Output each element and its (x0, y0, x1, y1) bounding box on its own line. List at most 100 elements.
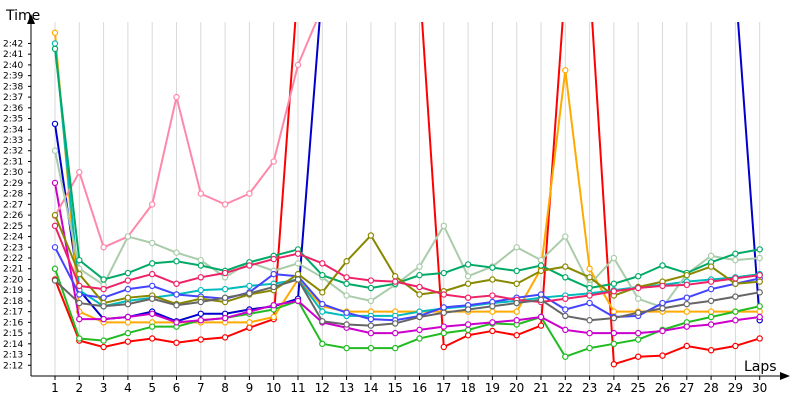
series-11-point-30 (756, 271, 763, 279)
series-3-point-18 (464, 326, 472, 334)
series-12-point-6 (173, 302, 180, 309)
series-12-point-24 (610, 314, 618, 322)
y-tick-label-14: 2:26 (3, 211, 23, 221)
series-10-point-2 (76, 270, 83, 278)
series-5 (51, 179, 763, 337)
series-11-point-16 (416, 283, 423, 291)
x-tick-label-2: 2 (75, 381, 83, 395)
series-10-point-1 (51, 211, 59, 219)
y-tick-label-2: 2:14 (3, 340, 23, 350)
series-12-point-1 (51, 277, 59, 284)
y-tick-label-22: 2:34 (3, 125, 23, 135)
series-0-point-24 (610, 361, 618, 368)
series-6-point-7 (197, 190, 204, 197)
series-10-point-18 (464, 280, 472, 287)
series-12-point-23 (586, 317, 593, 324)
series-5-point-26 (659, 327, 666, 335)
series-5-point-19 (489, 319, 496, 326)
series-11-point-10 (270, 255, 277, 263)
series-5-line-0 (54, 182, 760, 335)
x-tick-label-15: 15 (388, 381, 403, 395)
series-3-point-30 (756, 303, 763, 310)
series-12-point-4 (124, 300, 132, 308)
series-7-point-7 (197, 256, 204, 264)
series-7-point-22 (562, 233, 569, 240)
series-6-point-3 (100, 244, 107, 251)
x-tick-label-21: 21 (533, 381, 548, 395)
y-tick-label-13: 2:25 (3, 222, 23, 232)
series-10-point-13 (343, 258, 350, 265)
series-12-point-27 (683, 300, 691, 308)
series-5-point-5 (148, 310, 156, 317)
series-0-point-8 (221, 334, 229, 341)
series-4-point-1 (51, 40, 59, 47)
series-10-line-0 (54, 214, 760, 306)
y-axis-arrow (27, 14, 35, 24)
series-4-point-12 (319, 308, 326, 315)
series-6 (51, 22, 318, 251)
x-ticks: 1 2 3 4 5 6 7 8 9 10 11 12 13 14 15 16 17 18 19 20 21 22 23 24 2… (51, 376, 767, 395)
series-6-point-8 (221, 201, 229, 208)
series-7-point-29 (732, 256, 739, 264)
x-axis-title: Laps (744, 359, 777, 375)
y-tick-label-28: 2:40 (3, 61, 23, 71)
series-3-point-2 (76, 335, 83, 342)
series-7-point-5 (148, 239, 156, 247)
series-9-point-18 (464, 261, 472, 268)
series-8-point-2 (76, 291, 83, 298)
series-0-point-6 (173, 339, 180, 346)
series-9 (51, 45, 763, 292)
series-3-point-1 (51, 265, 59, 272)
series-7-point-28 (707, 252, 715, 260)
series-9-point-26 (659, 262, 666, 269)
series-11-point-7 (197, 274, 204, 281)
y-tick-label-8: 2:20 (3, 275, 23, 285)
series-3-point-25 (635, 336, 642, 343)
series-9-point-1 (51, 45, 59, 53)
series-9-point-21 (537, 262, 545, 269)
series-12-point-18 (464, 306, 472, 313)
series-2-point-30 (756, 308, 763, 315)
series-10-point-4 (124, 294, 132, 301)
series-5-point-24 (610, 329, 618, 337)
series-9-point-22 (562, 274, 569, 281)
x-tick-label-20: 20 (509, 381, 524, 395)
series-3-point-29 (732, 308, 739, 315)
series-7-point-21 (537, 256, 545, 264)
series-3 (51, 265, 763, 360)
series-0-point-7 (197, 336, 204, 343)
y-tick-label-27: 2:39 (3, 72, 23, 82)
series-5-point-14 (367, 329, 375, 337)
series-5-point-16 (416, 326, 423, 334)
series-5-point-30 (756, 313, 763, 321)
series-10-point-21 (537, 267, 545, 275)
series-7-point-24 (610, 254, 618, 262)
series-6-point-9 (246, 190, 253, 197)
series-11-point-17 (440, 291, 447, 298)
series-6-point-10 (270, 158, 277, 165)
series-1-point-7 (197, 310, 204, 317)
y-tick-label-26: 2:38 (3, 82, 23, 92)
series-2-point-19 (489, 308, 496, 315)
series-3-point-23 (586, 344, 593, 352)
series-3-point-15 (392, 344, 399, 352)
series-12-point-13 (343, 321, 350, 328)
series-5-point-17 (440, 323, 447, 330)
y-tick-label-4: 2:16 (3, 318, 23, 328)
series-12-point-17 (440, 309, 447, 316)
series-8-point-28 (707, 285, 715, 293)
y-tick-label-29: 2:41 (3, 50, 23, 60)
x-axis-arrow (780, 372, 790, 380)
series-12-point-10 (270, 283, 277, 291)
series-0 (51, 22, 763, 368)
series-0-point-27 (683, 342, 691, 350)
series-11-point-1 (51, 222, 59, 230)
series-11-point-27 (683, 281, 691, 289)
x-tick-label-30: 30 (752, 381, 767, 395)
series-12 (51, 276, 763, 329)
y-tick-label-15: 2:27 (3, 200, 23, 210)
series-5-point-9 (246, 308, 253, 315)
y-tick-label-24: 2:36 (3, 104, 23, 114)
series-7-point-30 (756, 254, 763, 262)
series-0-spike-up-21 (540, 22, 564, 326)
